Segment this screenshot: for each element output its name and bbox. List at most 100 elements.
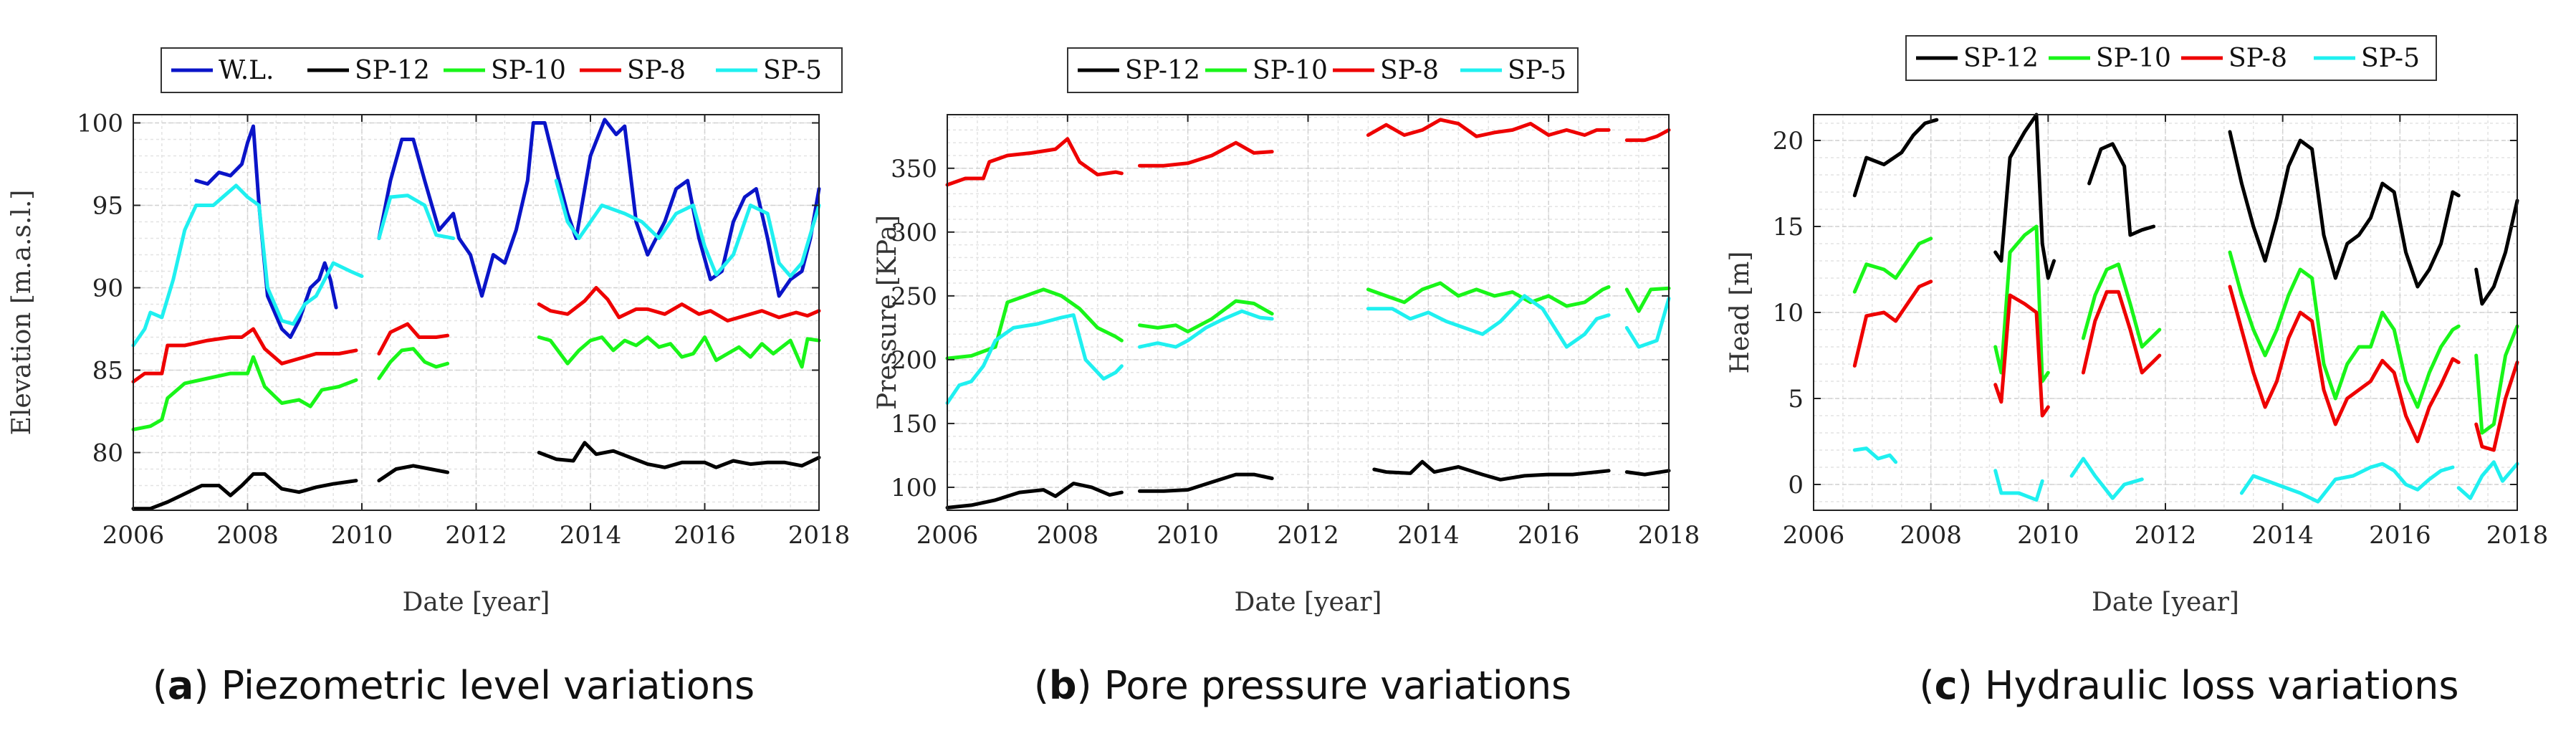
chart-panel-b: 2006 2008 2010 2012 2014 2016 2018 100 150 200 250… xyxy=(873,47,1700,708)
series-line-sp-10 xyxy=(2081,262,2162,349)
series-line-sp-10 xyxy=(945,287,1124,360)
series-line-sp-8 xyxy=(1624,128,1671,143)
series-line-sp-5 xyxy=(1138,309,1274,349)
x-tick-label: 2012 xyxy=(2135,521,2197,550)
caption-text: Piezometric level variations xyxy=(221,663,755,708)
x-tick-label: 2008 xyxy=(216,521,279,550)
series-line-sp-10 xyxy=(1993,224,2050,383)
legend-label: SP-12 xyxy=(1125,56,1200,85)
legend-label: SP-12 xyxy=(355,56,430,85)
caption-text: Hydraulic loss variations xyxy=(1985,663,2459,708)
series-line-sp-8 xyxy=(2228,285,2461,444)
legend-label: SP-5 xyxy=(763,56,822,85)
x-tick-label: 2014 xyxy=(560,521,622,550)
y-tick-label: 5 xyxy=(1788,385,1804,414)
y-tick-label: 15 xyxy=(1773,213,1804,242)
x-axis-label: Date [year] xyxy=(403,588,550,617)
legend: W.L. SP-12 SP-10 SP-8 SP-5 xyxy=(161,47,843,93)
x-tick-label: 2018 xyxy=(1638,521,1700,550)
x-tick-label: 2014 xyxy=(1397,521,1460,550)
y-tick-label: 150 xyxy=(891,410,937,439)
legend-label: SP-5 xyxy=(2361,44,2420,73)
series-line-sp-5 xyxy=(1624,296,1671,349)
x-tick-label: 2012 xyxy=(1277,521,1339,550)
caption-paren-open: ( xyxy=(1034,663,1049,708)
series-line-sp-10 xyxy=(2474,324,2519,435)
series-line-sp-8 xyxy=(1366,118,1611,138)
grid xyxy=(947,115,1670,510)
series-line-sp-12 xyxy=(945,482,1124,510)
x-axis: 2006 2008 2010 2012 2014 2016 2018 xyxy=(916,115,1700,550)
y-tick-label: 80 xyxy=(92,439,123,468)
x-axis-label: Date [year] xyxy=(1235,588,1382,617)
x-tick-label: 2008 xyxy=(1900,521,1962,550)
series-line-sp-8 xyxy=(1993,293,2050,418)
caption-paren-close: ) xyxy=(1077,663,1104,708)
series-line-sp-12 xyxy=(2474,199,2519,306)
caption-paren-open: ( xyxy=(153,663,168,708)
x-tick-label: 2008 xyxy=(1037,521,1099,550)
panel-caption: (b) Pore pressure variations xyxy=(1034,663,1571,708)
series-line-sp-12 xyxy=(377,464,450,483)
series-line-sp-5 xyxy=(131,183,364,348)
series-line-sp-10 xyxy=(377,347,450,381)
legend-label: SP-8 xyxy=(1380,56,1439,85)
series-line-sp-8 xyxy=(2474,360,2519,452)
y-tick-label: 250 xyxy=(891,282,937,311)
x-tick-label: 2010 xyxy=(331,521,393,550)
caption-letter: a xyxy=(168,663,193,708)
y-tick-label: 300 xyxy=(891,219,937,247)
panel-caption: (c) Hydraulic loss variations xyxy=(1920,663,2459,708)
chart-panel-c: 2006 2008 2010 2012 2014 2016 2018 0 5 10 15 20 Date… xyxy=(1725,35,2548,708)
series-line-sp-12 xyxy=(1993,113,2056,280)
series-line-sp-8 xyxy=(1138,140,1274,168)
legend: SP-12 SP-10 SP-8 SP-5 xyxy=(1067,47,1579,93)
series-line-sp-5 xyxy=(1993,469,2044,502)
y-axis-label: Elevation [m.a.s.l.] xyxy=(7,190,37,436)
x-tick-label: 2016 xyxy=(674,521,736,550)
x-tick-label: 2010 xyxy=(1157,521,1219,550)
x-tick-label: 2012 xyxy=(445,521,507,550)
legend-label: SP-8 xyxy=(627,56,686,85)
legend-label: SP-10 xyxy=(2096,44,2171,73)
caption-paren-open: ( xyxy=(1920,663,1935,708)
caption-letter: c xyxy=(1935,663,1958,708)
legend-label: SP-10 xyxy=(1253,56,1328,85)
legend-label: SP-10 xyxy=(491,56,566,85)
series-line-sp-8 xyxy=(2081,290,2162,375)
series-line-sp-12 xyxy=(131,472,358,511)
x-tick-label: 2006 xyxy=(102,521,165,550)
y-tick-label: 90 xyxy=(92,274,123,303)
series-line-sp-5 xyxy=(2069,457,2144,500)
y-axis-label: Head [m] xyxy=(1725,252,1755,374)
y-tick-label: 350 xyxy=(891,155,937,183)
legend-label: SP-8 xyxy=(2228,44,2287,73)
x-axis-label: Date [year] xyxy=(2092,588,2239,617)
y-tick-label: 20 xyxy=(1773,127,1804,156)
series-group xyxy=(131,118,821,511)
legend-label: SP-5 xyxy=(1508,56,1566,85)
y-axis-label: Pressure [KPa] xyxy=(873,215,902,410)
grid xyxy=(1813,115,2518,510)
x-tick-label: 2014 xyxy=(2251,521,2314,550)
series-line-sp-5 xyxy=(2239,462,2455,504)
series-line-sp-12 xyxy=(1372,459,1611,482)
series-line-sp-12 xyxy=(537,441,821,469)
series-line-sp-8 xyxy=(945,137,1124,187)
y-axis: 100 150 200 250 300 350 xyxy=(891,155,1669,502)
series-line-sp-10 xyxy=(1852,236,1933,294)
series-line-sp-8 xyxy=(1852,280,1933,368)
series-line-sp-10 xyxy=(2228,250,2461,409)
y-axis: 0 5 10 15 20 xyxy=(1773,127,2517,500)
caption-text: Pore pressure variations xyxy=(1104,663,1571,708)
y-tick-label: 0 xyxy=(1788,471,1804,500)
series-line-sp-12 xyxy=(1852,118,1939,198)
caption-letter: b xyxy=(1049,663,1077,708)
x-tick-label: 2016 xyxy=(1518,521,1580,550)
series-line-sp-5 xyxy=(945,313,1124,405)
series-line-w-l xyxy=(194,124,338,339)
series-line-sp-10 xyxy=(1624,286,1671,313)
series-line-sp-10 xyxy=(1138,299,1274,334)
panel-caption: (a) Piezometric level variations xyxy=(153,663,755,708)
